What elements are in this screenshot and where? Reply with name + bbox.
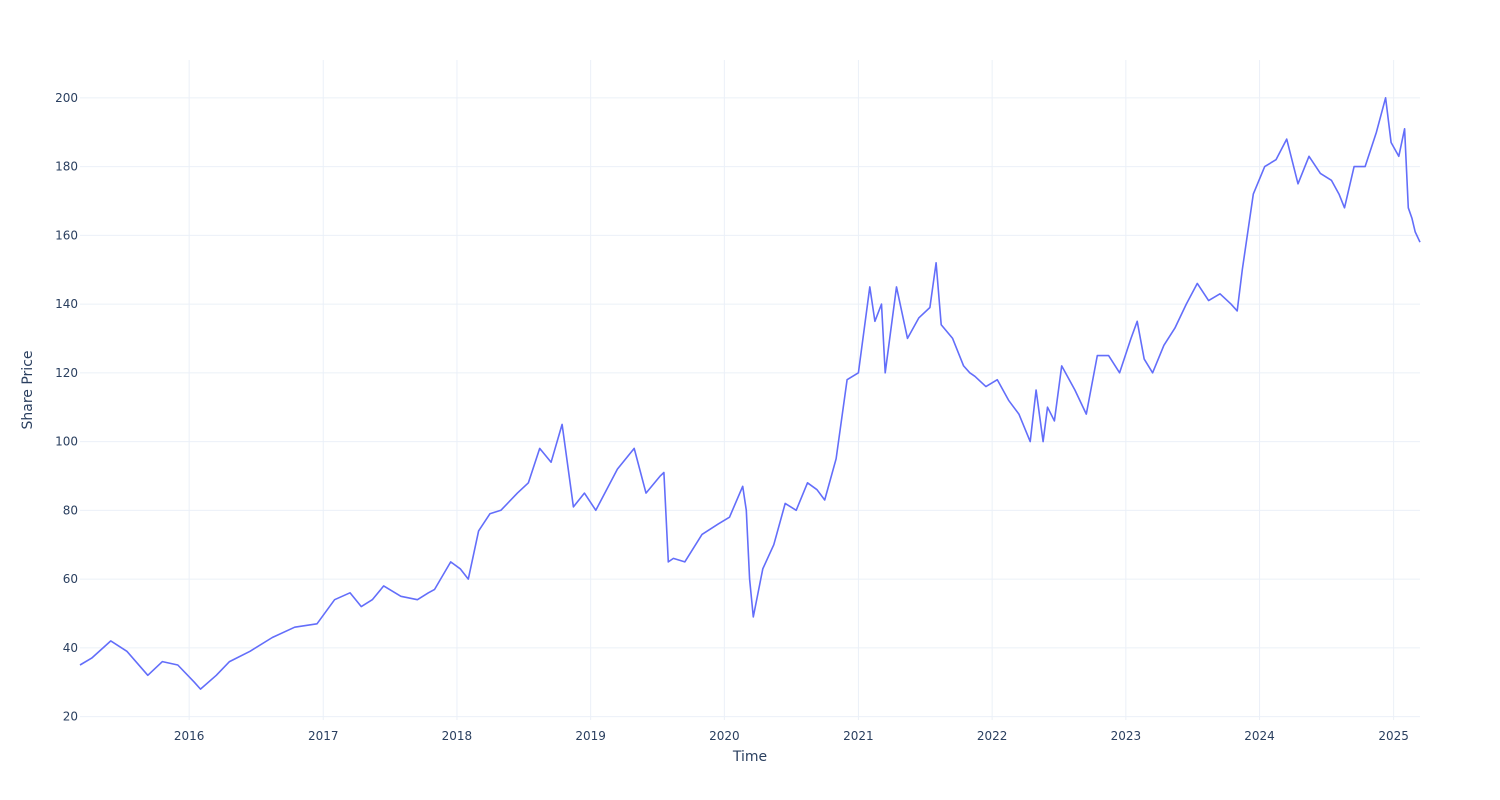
- x-tick-label: 2023: [1111, 729, 1142, 743]
- x-axis-ticks: 2016 2017 2018 2019 2020 2021 2022 2023 2024 2025: [174, 729, 1409, 743]
- x-tick-label: 2019: [575, 729, 606, 743]
- gridlines: [80, 60, 1420, 720]
- x-tick-label: 2022: [977, 729, 1008, 743]
- y-tick-label: 80: [63, 503, 78, 517]
- x-tick-label: 2024: [1244, 729, 1275, 743]
- y-axis-title: Share Price: [20, 350, 36, 429]
- y-tick-label: 40: [63, 641, 78, 655]
- x-axis-title: Time: [732, 749, 767, 765]
- y-tick-label: 120: [55, 366, 78, 380]
- y-tick-label: 20: [63, 710, 78, 724]
- share-price-line: [79, 97, 1421, 690]
- y-tick-label: 100: [55, 435, 78, 449]
- series-layer: [79, 97, 1421, 690]
- x-tick-label: 2025: [1378, 729, 1409, 743]
- x-tick-label: 2016: [174, 729, 205, 743]
- x-tick-label: 2021: [843, 729, 874, 743]
- y-tick-label: 200: [55, 91, 78, 105]
- y-tick-label: 180: [55, 160, 78, 174]
- y-axis-ticks: 20 40 60 80 100 120 140 160 180 200: [55, 91, 78, 724]
- x-tick-label: 2017: [308, 729, 339, 743]
- y-tick-label: 60: [63, 572, 78, 586]
- x-tick-label: 2018: [442, 729, 473, 743]
- x-tick-label: 2020: [709, 729, 740, 743]
- y-tick-label: 160: [55, 228, 78, 242]
- y-tick-label: 140: [55, 297, 78, 311]
